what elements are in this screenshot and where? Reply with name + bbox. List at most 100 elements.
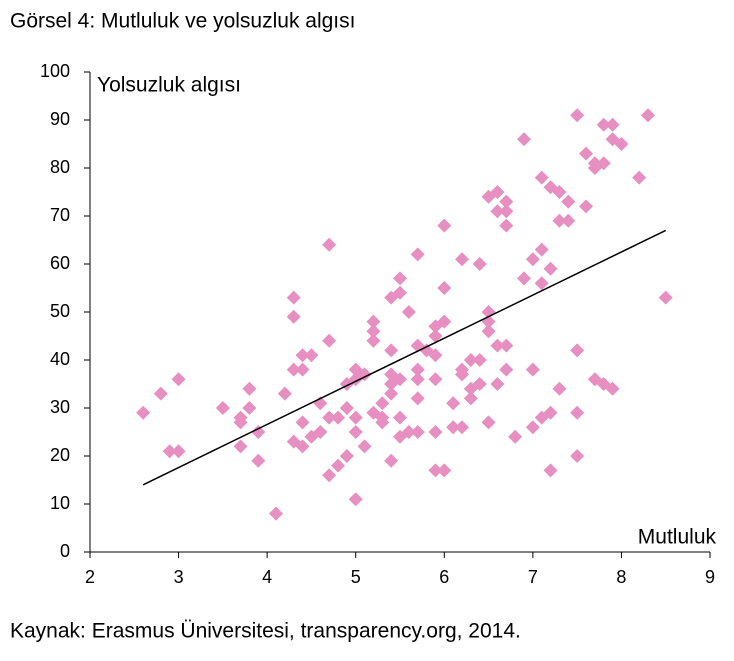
scatter-point	[384, 343, 399, 358]
scatter-point	[242, 381, 257, 396]
scatter-point	[499, 362, 514, 377]
scatter-point	[393, 271, 407, 286]
y-tick-label: 70	[50, 205, 70, 225]
scatter-point	[455, 252, 469, 267]
scatter-point	[579, 146, 593, 161]
scatter-point	[393, 285, 407, 300]
scatter-point	[375, 410, 390, 425]
scatter-point	[366, 324, 381, 339]
scatter-point	[437, 314, 452, 329]
scatter-point	[295, 415, 310, 430]
scatter-point	[286, 362, 301, 377]
scatter-point	[446, 396, 461, 411]
scatter-point	[410, 391, 425, 406]
y-tick-label: 40	[50, 349, 70, 369]
scatter-point	[437, 218, 452, 233]
scatter-point	[579, 199, 593, 214]
x-tick-label: 3	[174, 567, 184, 587]
x-tick-label: 7	[528, 567, 538, 587]
scatter-point	[357, 439, 372, 454]
scatter-point	[534, 170, 549, 185]
scatter-point	[366, 314, 381, 329]
scatter-point	[215, 401, 230, 415]
scatter-point	[543, 261, 558, 276]
scatter-point	[286, 290, 301, 305]
scatter-point	[481, 415, 496, 430]
scatter-point	[552, 185, 567, 199]
scatter-point	[614, 137, 629, 151]
scatter-point	[162, 444, 177, 459]
x-tick-label: 9	[705, 567, 715, 587]
scatter-point	[410, 425, 425, 439]
scatter-point	[490, 377, 505, 391]
scatter-point	[525, 362, 540, 377]
scatter-point	[393, 410, 407, 425]
scatter-point	[428, 372, 443, 387]
scatter-point	[171, 444, 186, 459]
y-tick-label: 10	[50, 493, 70, 513]
y-tick-label: 80	[50, 157, 70, 177]
scatter-point	[339, 449, 354, 463]
scatter-point	[658, 290, 673, 305]
scatter-point	[401, 305, 416, 319]
scatter-point	[339, 401, 354, 415]
scatter-point	[525, 420, 540, 435]
scatter-point	[295, 362, 310, 377]
scatter-point	[322, 410, 337, 425]
scatter-point	[384, 386, 399, 401]
scatter-point	[534, 276, 549, 291]
y-tick-label: 100	[40, 61, 70, 81]
scatter-point	[136, 405, 151, 420]
scatter-point	[410, 372, 425, 387]
scatter-point	[605, 381, 620, 396]
y-tick-label: 90	[50, 109, 70, 129]
scatter-point	[428, 329, 443, 343]
x-axis-label: Mutluluk	[638, 526, 717, 549]
scatter-point	[233, 415, 248, 430]
scatter-point	[472, 377, 487, 391]
trend-line	[142, 229, 667, 486]
scatter-point	[570, 343, 585, 358]
scatter-point	[331, 458, 345, 473]
scatter-point	[490, 185, 505, 199]
scatter-point	[455, 420, 469, 435]
scatter-point	[410, 247, 425, 262]
scatter-point	[304, 348, 319, 363]
scatter-point	[517, 271, 531, 286]
scatter-point	[632, 170, 647, 185]
scatter-point	[517, 132, 531, 147]
scatter-point	[428, 463, 443, 478]
scatter-point	[348, 410, 363, 425]
scatter-point	[490, 338, 505, 353]
scatter-point	[455, 367, 469, 382]
scatter-point	[605, 117, 620, 132]
scatter-point	[437, 281, 452, 295]
scatter-point	[525, 252, 540, 267]
x-tick-label: 8	[616, 567, 626, 587]
scatter-point	[463, 353, 478, 367]
scatter-point	[428, 425, 443, 439]
scatter-point	[499, 218, 514, 233]
y-tick-label: 50	[50, 301, 70, 321]
scatter-point	[153, 386, 168, 401]
chart-title: Görsel 4: Mutluluk ve yolsuzluk algısı	[10, 10, 355, 33]
x-tick-label: 4	[262, 567, 272, 587]
scatter-point	[295, 439, 310, 454]
scatter-point	[251, 425, 266, 439]
scatter-point	[277, 386, 292, 401]
scatter-point	[543, 463, 558, 478]
scatter-point	[384, 453, 399, 468]
scatter-point	[472, 257, 487, 271]
scatter-point	[543, 405, 558, 420]
scatter-point	[561, 194, 576, 209]
scatter-point	[508, 429, 523, 444]
y-tick-label: 60	[50, 253, 70, 273]
scatter-point	[587, 161, 602, 175]
scatter-point	[286, 309, 301, 324]
scatter-point	[322, 333, 337, 348]
scatter-point	[472, 353, 487, 367]
scatter-point	[375, 396, 390, 411]
scatter-point	[348, 492, 363, 507]
y-tick-label: 0	[60, 541, 70, 561]
scatter-point	[171, 372, 186, 387]
